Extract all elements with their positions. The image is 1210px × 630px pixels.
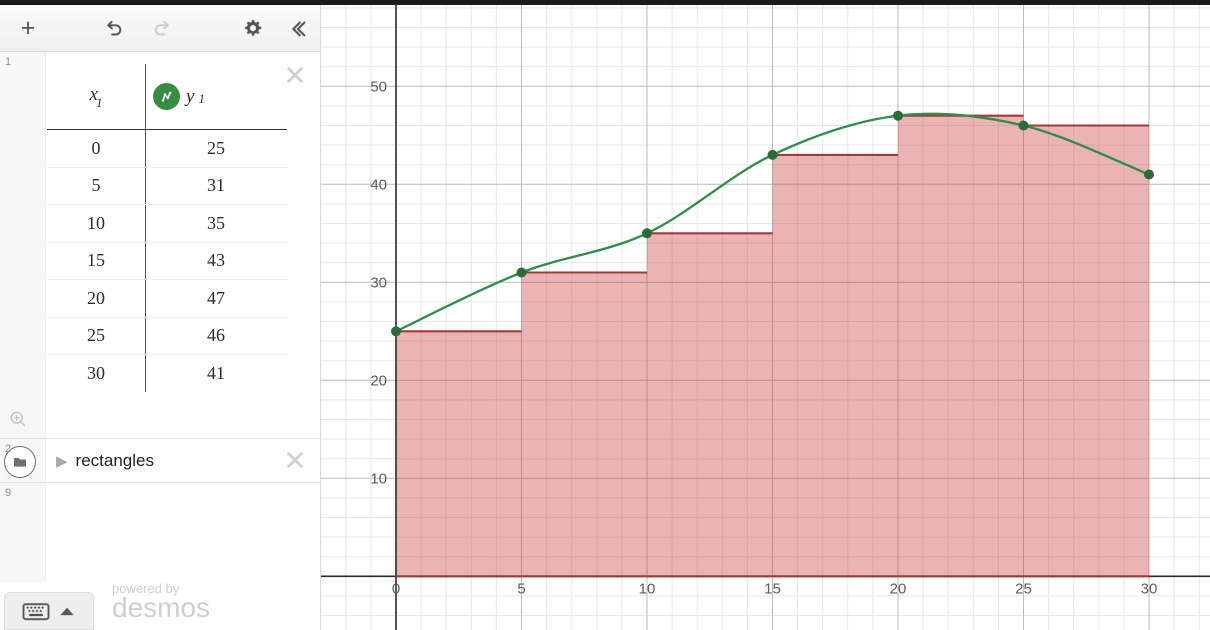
svg-text:10: 10	[639, 580, 656, 597]
svg-text:5: 5	[517, 580, 525, 597]
svg-text:15: 15	[764, 580, 781, 597]
svg-text:30: 30	[1141, 580, 1158, 597]
svg-text:20: 20	[890, 580, 907, 597]
svg-text:0: 0	[392, 580, 400, 597]
svg-text:10: 10	[370, 470, 387, 487]
svg-text:50: 50	[370, 78, 387, 95]
svg-text:30: 30	[370, 274, 387, 291]
svg-text:25: 25	[1015, 580, 1032, 597]
svg-text:40: 40	[370, 176, 387, 193]
svg-text:20: 20	[370, 372, 387, 389]
